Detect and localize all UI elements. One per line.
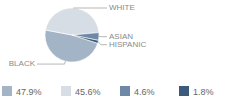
legend-label: 47.9%	[16, 87, 42, 97]
pie	[45, 8, 99, 62]
leader-line	[99, 36, 107, 37]
legend-swatch	[2, 86, 12, 96]
legend-swatch	[61, 86, 71, 96]
pie-slice	[72, 35, 98, 43]
pie-slice	[45, 8, 98, 35]
chart: BLACKWHITEASIANHISPANIC47.9%45.6%4.6%1.8…	[0, 0, 240, 100]
leader-line	[98, 42, 107, 45]
legend-swatch	[179, 86, 189, 96]
legend-item: 47.9%	[2, 86, 42, 97]
legend-label: 1.8%	[193, 87, 214, 97]
pie-labels: BLACKWHITEASIANHISPANIC	[9, 3, 147, 68]
legend: 47.9% 45.6% 4.6% 1.8%	[2, 86, 214, 97]
slice-label: WHITE	[109, 3, 135, 12]
legend-label: 45.6%	[75, 87, 101, 97]
legend-label: 4.6%	[134, 87, 155, 97]
leader-line	[73, 8, 107, 9]
slice-label: HISPANIC	[109, 40, 146, 49]
legend-item: 1.8%	[179, 86, 214, 97]
legend-item: 45.6%	[61, 86, 101, 97]
leader-line	[37, 61, 65, 64]
legend-swatch	[120, 86, 130, 96]
legend-item: 4.6%	[120, 86, 155, 97]
slice-label: BLACK	[9, 59, 36, 68]
